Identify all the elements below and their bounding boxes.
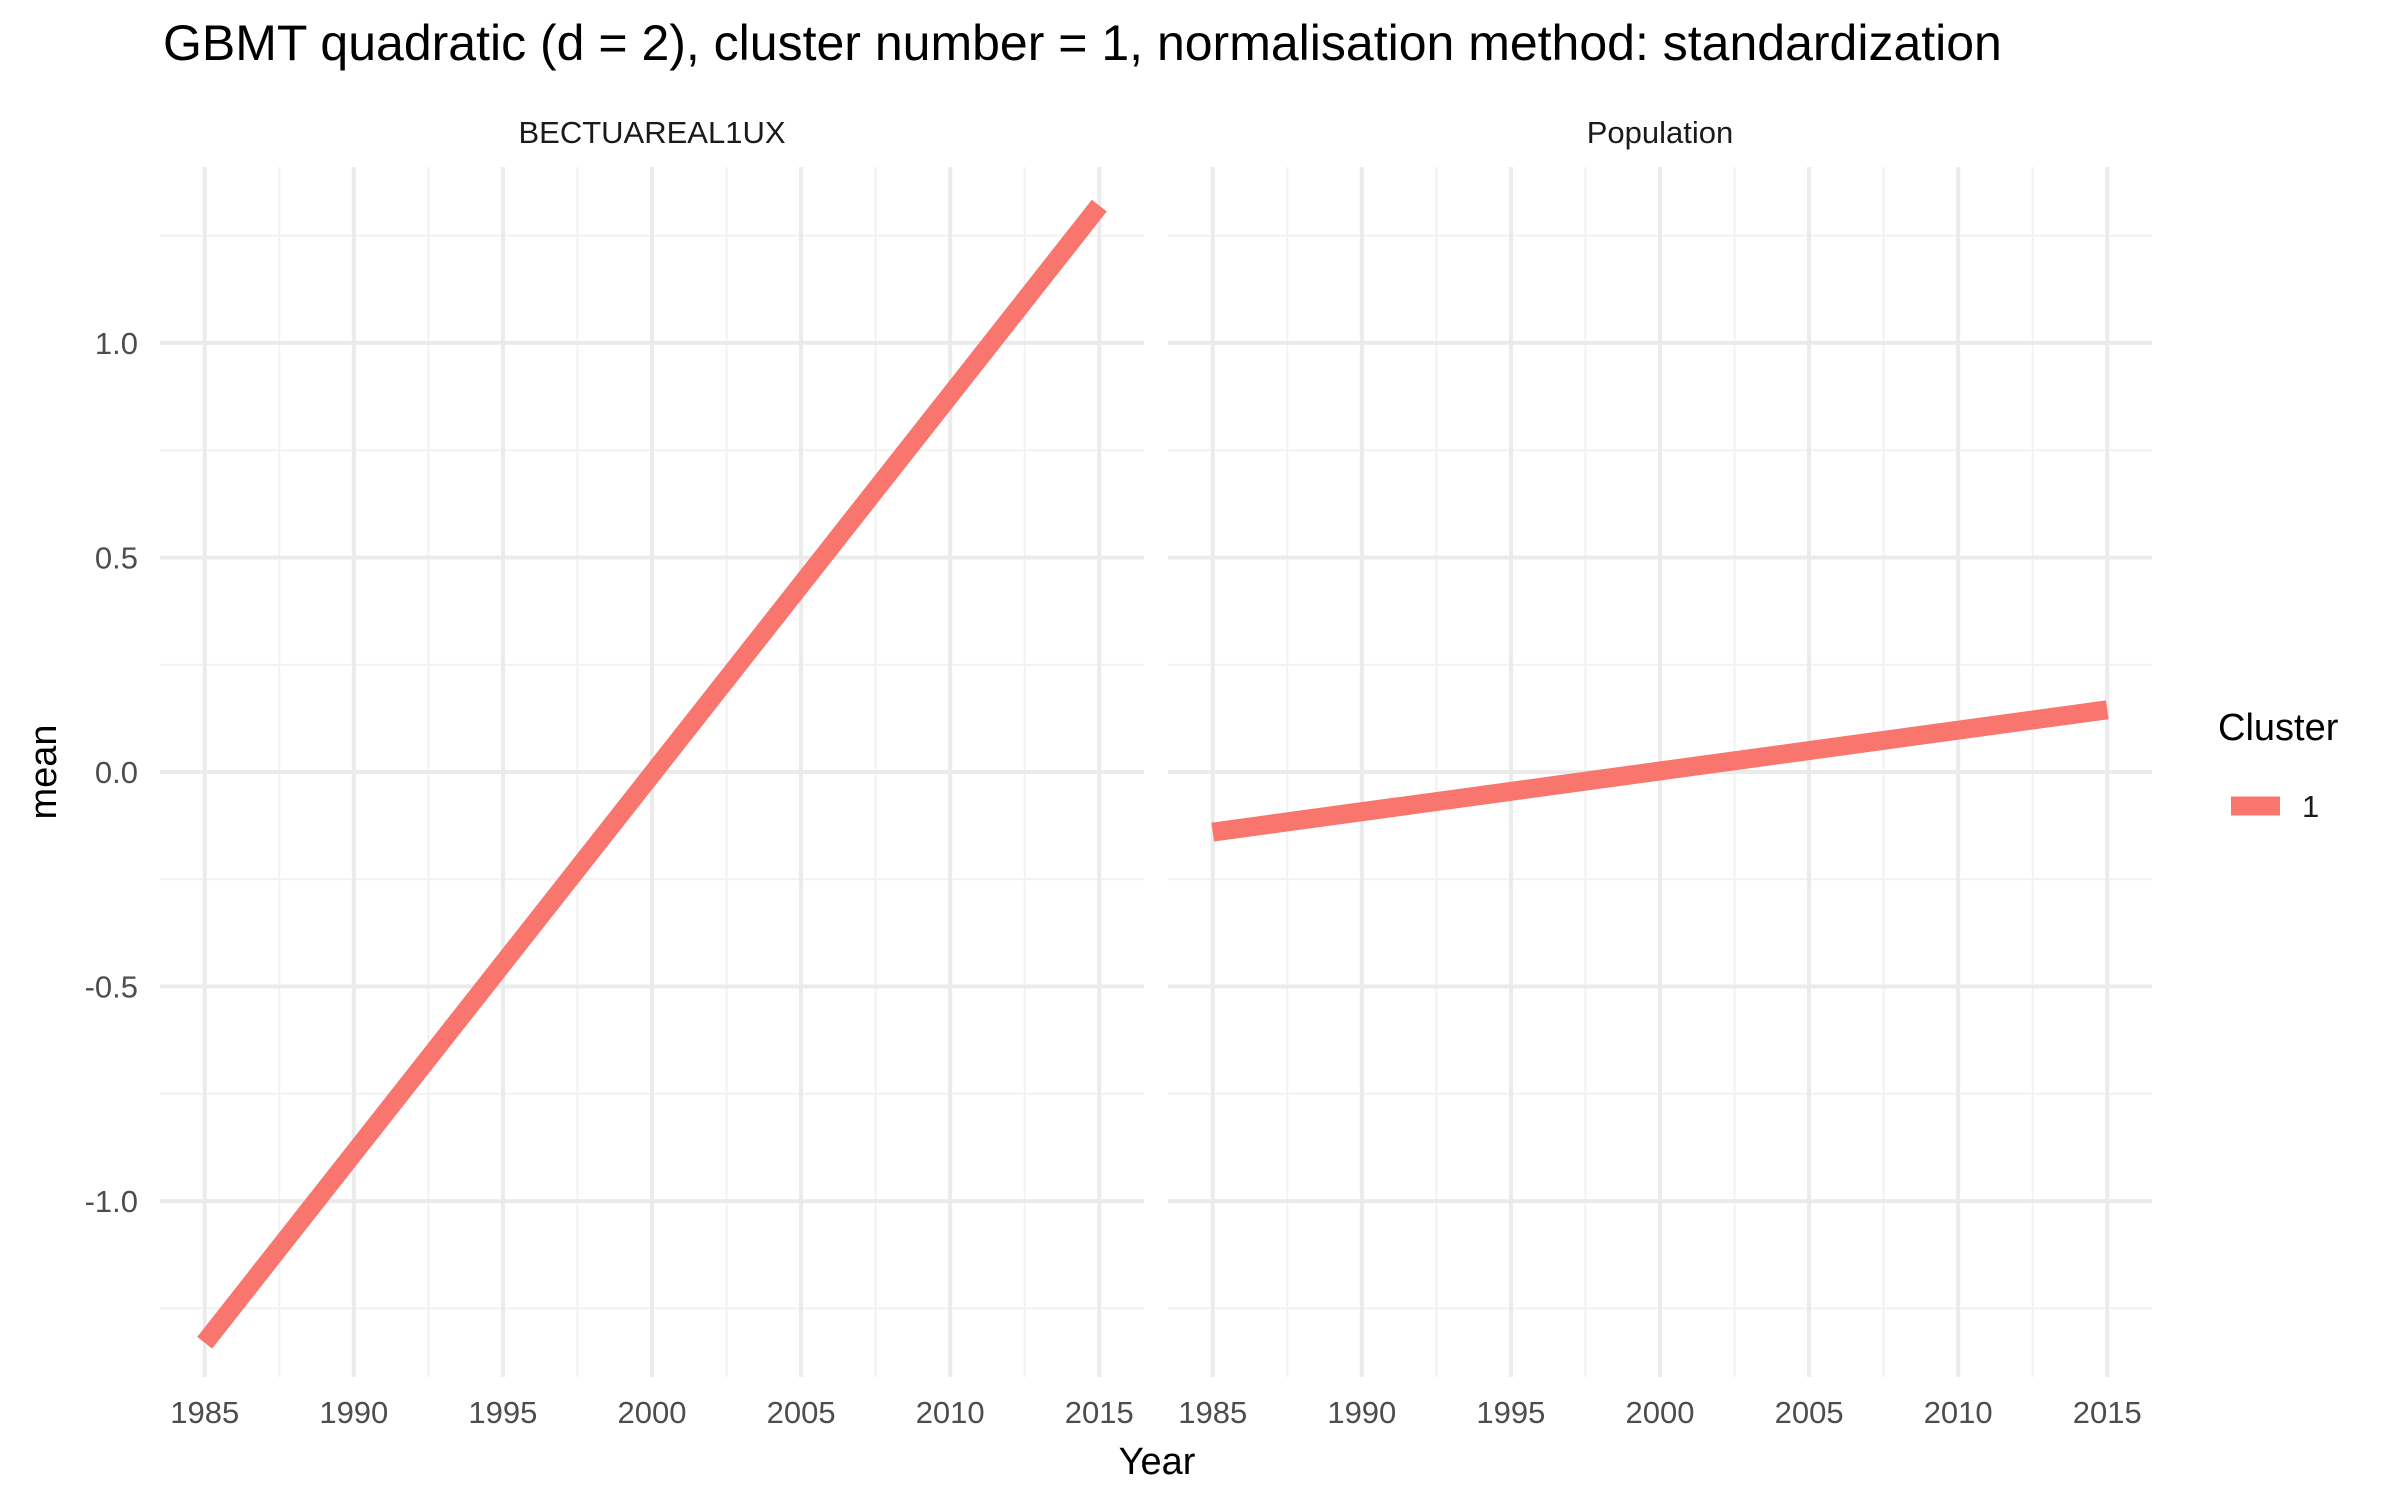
facet-1-series xyxy=(197,199,1107,1349)
legend-label-cluster-1: 1 xyxy=(2302,789,2319,824)
x-tick-label: 1995 xyxy=(1476,1395,1545,1430)
x-tick-label: 2000 xyxy=(618,1395,687,1430)
y-tick-label: 1.0 xyxy=(95,326,138,361)
x-tick-label: 2015 xyxy=(2073,1395,2142,1430)
x-tick-label: 1985 xyxy=(1178,1395,1247,1430)
y-tick-label: 0.0 xyxy=(95,755,138,790)
facet-1-x-tick-labels: 1985 1990 1995 2000 2005 2010 2015 xyxy=(170,1395,1134,1430)
facet-1-gridlines xyxy=(160,167,1144,1377)
x-tick-label: 1985 xyxy=(170,1395,239,1430)
x-tick-label: 1990 xyxy=(319,1395,388,1430)
facet-panel-1: BECTUAREAL1UX 1985 1990 1995 2000 2005 2010 20… xyxy=(160,115,1144,1430)
series-line-cluster-1 xyxy=(1211,700,2109,842)
facet-2-series xyxy=(1211,700,2109,842)
facet-panel-2: Population 1985 1990 1995 2000 2005 2010 2015 xyxy=(1168,115,2152,1430)
series-line-cluster-1 xyxy=(197,199,1107,1349)
x-tick-label: 1990 xyxy=(1327,1395,1396,1430)
y-axis-title: mean xyxy=(23,724,65,819)
y-tick-labels: -1.0 -0.5 0.0 0.5 1.0 xyxy=(85,326,138,1219)
x-tick-label: 2015 xyxy=(1065,1395,1134,1430)
x-axis-title: Year xyxy=(1119,1441,1196,1483)
legend-title: Cluster xyxy=(2218,707,2339,749)
facet-strip-label-1: BECTUAREAL1UX xyxy=(518,115,785,150)
y-tick-label: 0.5 xyxy=(95,540,138,575)
x-tick-label: 2005 xyxy=(767,1395,836,1430)
x-tick-label: 1995 xyxy=(468,1395,537,1430)
x-tick-label: 2005 xyxy=(1775,1395,1844,1430)
x-tick-label: 2010 xyxy=(916,1395,985,1430)
facet-strip-label-2: Population xyxy=(1587,115,1734,150)
facet-2-gridlines xyxy=(1168,167,2152,1377)
facet-2-x-tick-labels: 1985 1990 1995 2000 2005 2010 2015 xyxy=(1178,1395,2142,1430)
chart-title: GBMT quadratic (d = 2), cluster number =… xyxy=(163,15,2002,71)
legend: Cluster 1 xyxy=(2218,707,2339,824)
y-tick-label: -1.0 xyxy=(85,1184,138,1219)
y-tick-label: -0.5 xyxy=(85,970,138,1005)
x-tick-label: 2010 xyxy=(1924,1395,1993,1430)
x-tick-label: 2000 xyxy=(1626,1395,1695,1430)
